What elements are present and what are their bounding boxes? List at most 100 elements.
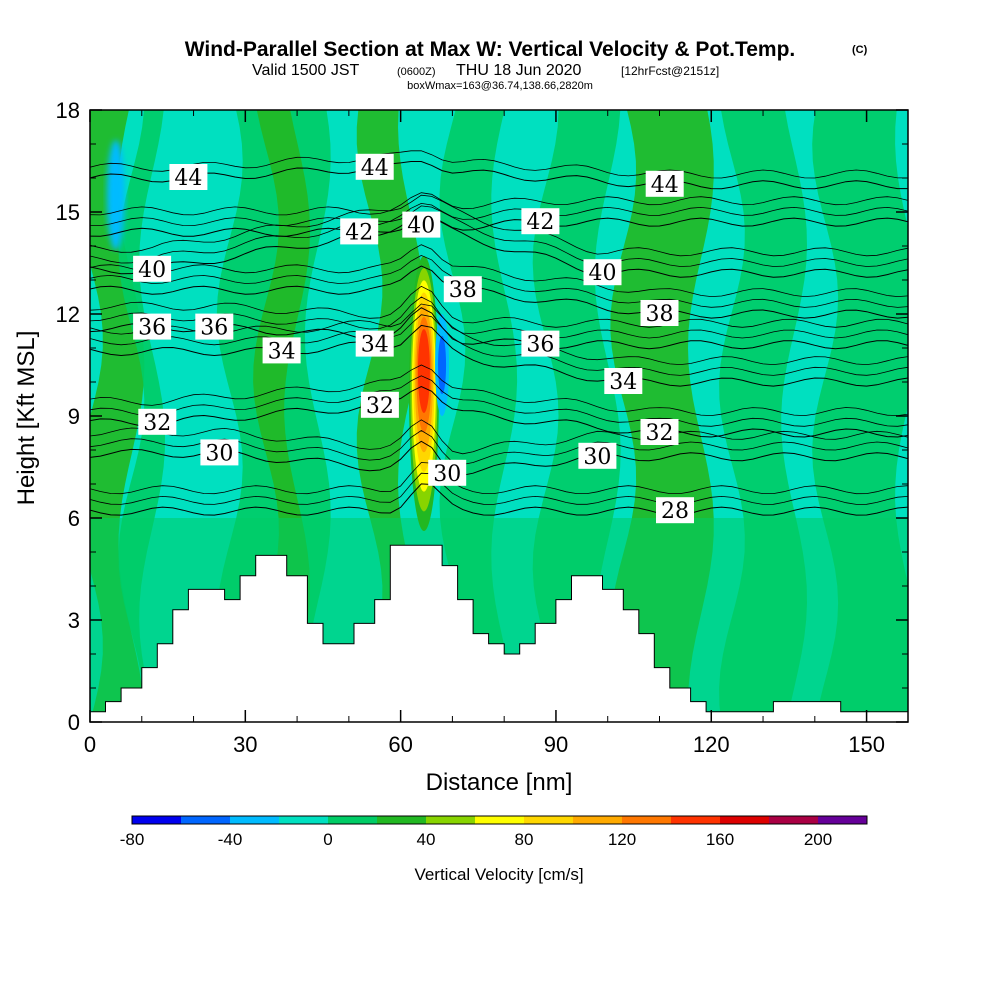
colorbar-swatch bbox=[671, 816, 721, 824]
contour-label-text: 32 bbox=[366, 394, 394, 419]
contour-label-text: 44 bbox=[361, 156, 389, 181]
valid-date: THU 18 Jun 2020 bbox=[456, 62, 582, 79]
colorbar-swatch bbox=[769, 816, 819, 824]
downdraft-streak bbox=[106, 140, 125, 250]
theta-contour-label: 44 bbox=[169, 164, 208, 191]
colorbar-swatch bbox=[573, 816, 623, 824]
theta-contour-minor bbox=[90, 472, 908, 505]
x-axis: 0 30 60 90 120 150 bbox=[84, 110, 885, 757]
contour-label-text: 30 bbox=[583, 445, 611, 470]
contour-label-box bbox=[402, 211, 441, 238]
contour-label-text: 36 bbox=[138, 316, 166, 341]
contour-label-text: 42 bbox=[345, 220, 373, 245]
theta-contour-label: 42 bbox=[521, 208, 560, 235]
x-tick-label: 150 bbox=[848, 732, 885, 757]
contour-label-text: 34 bbox=[609, 370, 637, 395]
theta-contour-label: 34 bbox=[355, 330, 394, 358]
colorbar-tick-label: 120 bbox=[608, 830, 636, 849]
contour-label-box bbox=[355, 330, 394, 357]
contour-label-box bbox=[656, 497, 694, 524]
valid-time: Valid 1500 JST bbox=[252, 62, 360, 79]
x-tick-label: 120 bbox=[693, 732, 730, 757]
contour-label-box bbox=[340, 218, 379, 245]
contour-label-box bbox=[133, 313, 172, 340]
theta-contour-minor bbox=[90, 202, 908, 227]
contour-label-box bbox=[640, 300, 679, 326]
theta-contour-34 bbox=[90, 324, 908, 387]
contour-label-text: 32 bbox=[646, 421, 674, 446]
contour-label-box bbox=[262, 337, 301, 364]
x-tick-label: 60 bbox=[388, 732, 412, 757]
theta-contour-minor bbox=[90, 430, 908, 465]
colorbar-swatch bbox=[279, 816, 329, 824]
contour-label-box bbox=[200, 439, 239, 466]
y-tick-label: 3 bbox=[68, 608, 80, 633]
contour-label-box bbox=[604, 368, 643, 394]
x-tick-label: 90 bbox=[544, 732, 568, 757]
y-tick-label: 0 bbox=[68, 710, 80, 735]
contour-label-box bbox=[195, 313, 234, 340]
theta-contour-label: 30 bbox=[428, 459, 467, 487]
contour-label-box bbox=[355, 153, 394, 180]
theta-contour-label: 36 bbox=[521, 330, 560, 358]
theta-contour-label: 42 bbox=[340, 218, 379, 245]
contour-label-text: 38 bbox=[646, 302, 674, 327]
contour-label-box bbox=[133, 255, 172, 282]
contour-label-text: 36 bbox=[200, 316, 228, 341]
theta-contour-44 bbox=[90, 161, 908, 190]
contour-label-box bbox=[521, 208, 560, 235]
contour-label-text: 40 bbox=[589, 261, 617, 286]
theta-contour-label: 38 bbox=[640, 300, 679, 327]
contour-label-box bbox=[428, 459, 467, 486]
velocity-bands bbox=[90, 110, 908, 722]
theta-contour-32 bbox=[90, 385, 908, 438]
contour-label-text: 32 bbox=[143, 411, 171, 436]
contour-label-box bbox=[443, 276, 482, 303]
contour-label-text: 30 bbox=[205, 441, 233, 466]
theta-contour-40 bbox=[90, 216, 908, 278]
contour-label-box bbox=[360, 391, 399, 418]
theta-contour-label: 44 bbox=[355, 153, 394, 181]
theta-contour-label: 40 bbox=[402, 211, 441, 239]
y-tick-label: 15 bbox=[56, 200, 80, 225]
contour-label-text: 40 bbox=[138, 258, 166, 283]
colorbar-tick-label: -40 bbox=[218, 830, 243, 849]
theta-contour-minor bbox=[90, 419, 908, 455]
theta-contour-label: 30 bbox=[200, 439, 239, 466]
theta-contour-minor bbox=[90, 244, 908, 298]
colorbar-swatch bbox=[622, 816, 672, 824]
colorbar-swatch bbox=[181, 816, 231, 824]
chart-title: Wind-Parallel Section at Max W: Vertical… bbox=[185, 38, 796, 61]
contour-label-text: 44 bbox=[651, 173, 679, 198]
y-axis-label: Height [Kft MSL] bbox=[13, 331, 40, 506]
updraft-core-level bbox=[419, 341, 429, 394]
downdraft-core-level bbox=[438, 335, 447, 395]
contour-label-text: 36 bbox=[526, 333, 554, 358]
theta-contour-minor bbox=[90, 314, 908, 376]
theta-contour-label: 36 bbox=[133, 313, 172, 341]
colorbar-tick-label: -80 bbox=[120, 830, 145, 849]
colorbar-swatch bbox=[720, 816, 770, 824]
colorbar-swatch bbox=[524, 816, 574, 824]
y-tick-label: 12 bbox=[56, 302, 80, 327]
theta-contour-labels: 28 30 30 30 32 32 32 34 34 34 36 36 36 38 38 40 40 40 42 42… bbox=[133, 153, 694, 524]
colorbar-swatch bbox=[230, 816, 280, 824]
contour-label-box bbox=[138, 408, 177, 435]
y-tick-label: 6 bbox=[68, 506, 80, 531]
contour-label-text: 34 bbox=[361, 333, 389, 358]
theta-contour-label: 32 bbox=[360, 391, 399, 419]
theta-contour-label: 44 bbox=[645, 170, 684, 198]
contour-label-box bbox=[521, 330, 560, 357]
theta-contour-label: 28 bbox=[656, 497, 694, 524]
theta-contour-minor bbox=[90, 192, 908, 216]
y-tick-label: 9 bbox=[68, 404, 80, 429]
theta-contour-minor bbox=[90, 254, 908, 308]
contour-label-text: 30 bbox=[433, 462, 461, 487]
contour-label-box bbox=[169, 164, 208, 190]
y-tick-label: 18 bbox=[56, 98, 80, 123]
contour-label-box bbox=[583, 259, 622, 286]
contour-label-text: 28 bbox=[661, 499, 689, 524]
x-tick-label: 30 bbox=[233, 732, 257, 757]
